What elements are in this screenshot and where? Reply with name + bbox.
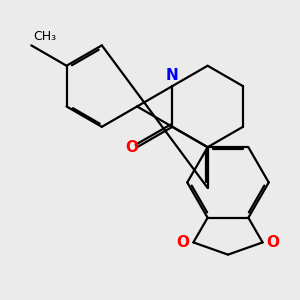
Text: O: O: [126, 140, 139, 155]
Text: N: N: [166, 68, 179, 83]
Text: O: O: [267, 235, 280, 250]
Text: CH₃: CH₃: [33, 29, 56, 43]
Text: O: O: [176, 235, 189, 250]
